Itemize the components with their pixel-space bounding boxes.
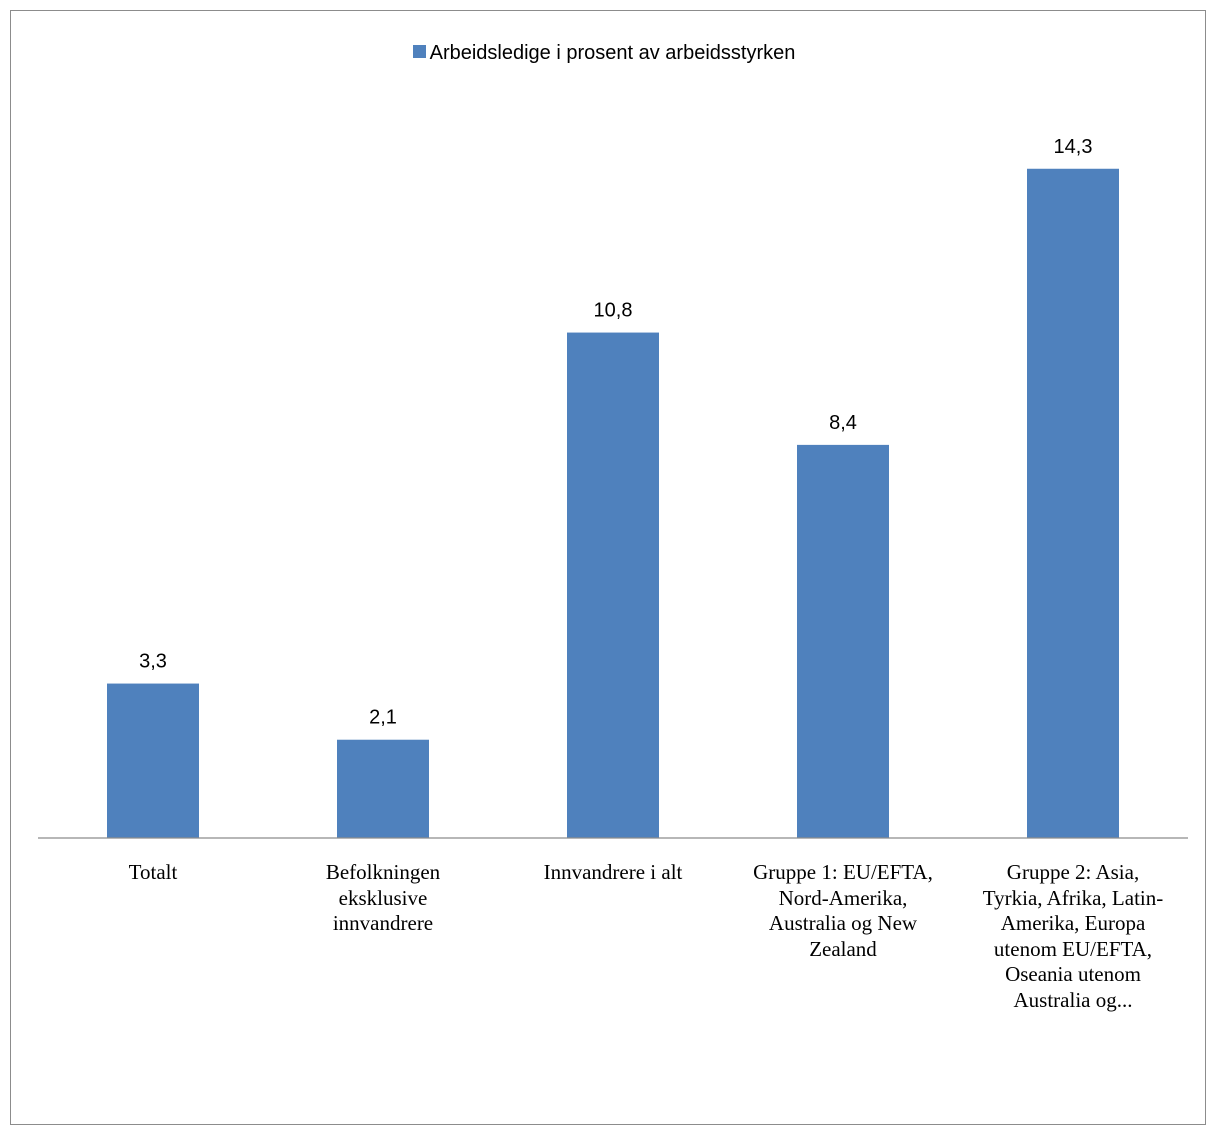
category-label-4: Gruppe 1: EU/EFTA, Nord-Amerika, Austral… (753, 860, 933, 961)
bars-group (107, 168, 1119, 838)
value-label-5: 14,3 (1054, 136, 1093, 158)
bar-2 (337, 739, 429, 838)
bar-4 (797, 444, 889, 838)
category-label-3: Innvandrere i alt (543, 860, 683, 884)
bar-3 (567, 332, 659, 838)
legend-label: Arbeidsledige i prosent av arbeidsstyrke… (429, 42, 796, 65)
bar-5 (1027, 168, 1119, 838)
value-label-4: 8,4 (829, 412, 857, 434)
legend-swatch (412, 45, 426, 59)
value-labels-group: 3,3 2,1 10,8 8,4 14,3 (139, 136, 1092, 729)
bar-1 (107, 683, 199, 838)
value-label-3: 10,8 (594, 300, 633, 322)
category-label-5: Gruppe 2: Asia, Tyrkia, Afrika, Latin-Am… (982, 860, 1164, 1012)
value-label-2: 2,1 (369, 707, 397, 729)
value-label-1: 3,3 (139, 651, 167, 673)
category-label-2: Befolkningen eksklusive innvandrere (325, 860, 441, 935)
legend: Arbeidsledige i prosent av arbeidsstyrke… (0, 42, 1208, 68)
category-label-1: Totalt (128, 860, 178, 884)
